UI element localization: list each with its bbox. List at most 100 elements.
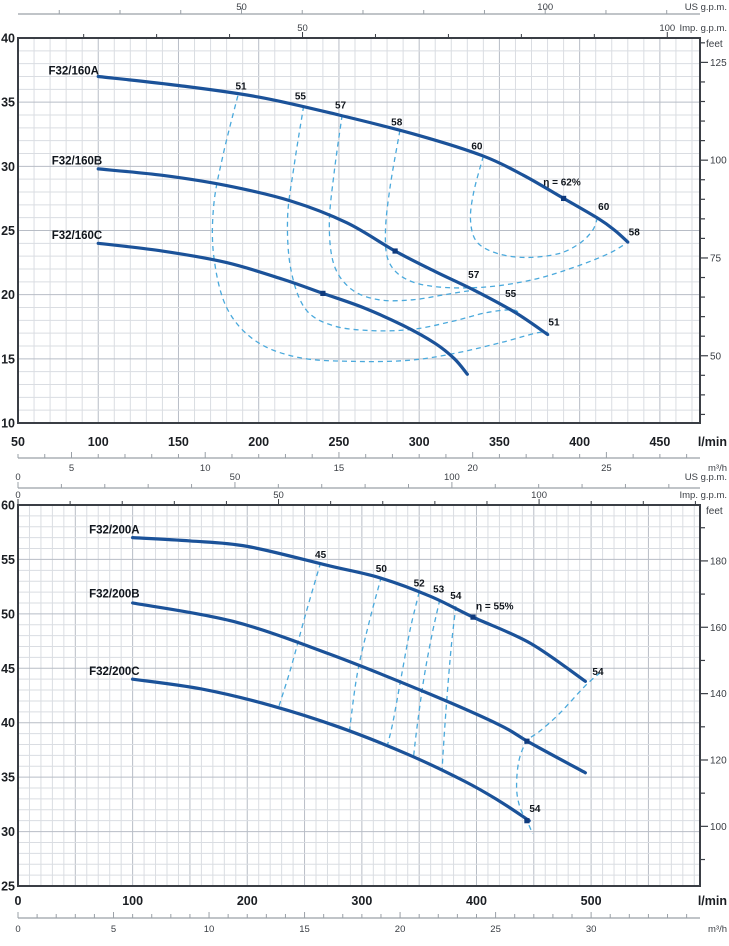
curve-label: F32/200B [89, 589, 140, 601]
efficiency-label: 57 [335, 101, 347, 112]
x-axis-unit: l/min [698, 435, 727, 449]
m3h-tick-label: 20 [467, 463, 478, 474]
efficiency-contour-52 [386, 591, 420, 747]
efficiency-label: 60 [598, 202, 610, 213]
x-tick-label: 300 [409, 435, 430, 449]
y-axis-left: 60 55 50 45 40 35 30 25 [1, 499, 15, 894]
pump-curves: F32/200A F32/200B F32/200C [89, 524, 587, 824]
y-tick-label: 30 [1, 825, 15, 839]
bep-marker-F32/200A [470, 614, 476, 620]
pump-curves: F32/160A F32/160B F32/160C [48, 66, 630, 376]
curve-F32/160A [96, 74, 630, 244]
efficiency-contour-51 [211, 95, 550, 363]
feet-axis-unit: feet [706, 506, 723, 517]
y-tick-label: 40 [1, 32, 15, 46]
m3h-tick-label: 5 [111, 924, 116, 935]
efficiency-label: 54 [529, 804, 541, 815]
bep-marker-F32/200C [524, 818, 530, 824]
imp-gpm-tick-label: 100 [531, 490, 547, 501]
x-tick-label: 100 [88, 435, 109, 449]
curve-F32/200C [131, 677, 531, 823]
us-gpm-unit: US g.p.m. [685, 2, 727, 13]
efficiency-label: 55 [295, 92, 307, 103]
imp-gpm-tick-label: 50 [273, 490, 284, 501]
m3h-axis: 5 10 15 20 25 m³/h [17, 452, 727, 474]
bep-marker-F32/160A [561, 195, 567, 202]
curve-F32/160C [96, 241, 469, 376]
feet-axis: 50 75 100 125 feet [701, 39, 727, 416]
x-tick-label: 50 [11, 435, 25, 449]
imp-gpm-tick-label: 100 [659, 23, 675, 34]
imp-gpm-unit: Imp. g.p.m. [679, 490, 727, 501]
y-tick-label: 25 [1, 880, 15, 894]
x-tick-label: 400 [569, 435, 590, 449]
us-gpm-tick-label: 100 [537, 2, 553, 13]
panel-F32-160: F32/160A F32/160B F32/160C 51 55 57 58 60 η = 62… [1, 2, 727, 474]
m3h-tick-label: 20 [395, 924, 406, 935]
plot-frame [17, 504, 701, 887]
m3h-tick-label: 30 [586, 924, 597, 935]
efficiency-label: η = 62% [543, 178, 581, 189]
m3h-tick-label: 5 [69, 463, 74, 474]
efficiency-label: 55 [505, 289, 517, 300]
efficiency-contour-58 [384, 130, 627, 289]
x-tick-label: 100 [122, 894, 143, 908]
bep-marker-F32/200B [524, 738, 530, 744]
efficiency-label: 60 [471, 142, 483, 153]
y-tick-label: 30 [1, 160, 15, 174]
efficiency-label: 52 [414, 579, 426, 590]
imp-gpm-tick-label: 50 [297, 23, 308, 34]
x-tick-label: 400 [466, 894, 487, 908]
y-tick-label: 35 [1, 771, 15, 785]
efficiency-label: 51 [548, 317, 560, 328]
efficiency-contour-54 [515, 672, 601, 835]
x-tick-label: 0 [15, 894, 22, 908]
plot-frame [17, 37, 701, 424]
y-axis-left: 40 35 30 25 20 15 10 [1, 32, 15, 431]
y-tick-label: 40 [1, 716, 15, 730]
feet-tick-label: 100 [710, 822, 727, 833]
x-tick-label: 500 [581, 894, 602, 908]
x-axis-unit: l/min [698, 894, 727, 908]
us-gpm-unit: US g.p.m. [685, 472, 727, 483]
efficiency-label: 58 [629, 228, 641, 239]
efficiency-contour-57 [328, 114, 480, 302]
efficiency-labels: 45 50 52 53 54 η = 55% 54 54 [315, 550, 604, 815]
efficiency-contour-60 [469, 155, 598, 259]
curve-label: F32/200C [89, 666, 140, 678]
m3h-unit: m³/h [708, 463, 727, 474]
y-tick-label: 25 [1, 224, 15, 238]
m3h-tick-label: 15 [299, 924, 310, 935]
feet-tick-label: 120 [710, 755, 727, 766]
x-tick-label: 150 [168, 435, 189, 449]
efficiency-label: 45 [315, 550, 327, 561]
us-gpm-tick-label: 50 [236, 2, 247, 13]
curve-label: F32/200A [89, 524, 140, 536]
m3h-unit: m³/h [708, 924, 727, 935]
imp-gpm-unit: Imp. g.p.m. [679, 23, 727, 34]
us-gpm-tick-label: 0 [15, 472, 20, 483]
efficiency-label: 50 [376, 564, 388, 575]
efficiency-label: 57 [468, 270, 480, 281]
x-tick-label: 200 [248, 435, 269, 449]
y-tick-label: 45 [1, 662, 15, 676]
efficiency-label: 58 [391, 117, 403, 128]
efficiency-contour-55 [286, 105, 523, 332]
efficiency-labels: 51 55 57 58 60 η = 62% 60 58 57 55 51 [235, 81, 640, 328]
efficiency-label: 54 [592, 667, 604, 678]
x-axis-lmin: 0 100 200 300 400 500 l/min [15, 894, 727, 908]
us-gpm-tick-label: 50 [230, 472, 241, 483]
y-tick-label: 20 [1, 288, 15, 302]
feet-tick-label: 125 [710, 58, 727, 69]
y-tick-label: 10 [1, 417, 15, 431]
feet-axis: 100 120 140 160 180 feet [701, 506, 727, 861]
m3h-tick-label: 10 [200, 463, 211, 474]
y-tick-label: 50 [1, 607, 15, 621]
efficiency-contours [211, 95, 627, 363]
efficiency-label: η = 55% [476, 602, 514, 613]
us-gpm-tick-label: 100 [444, 472, 460, 483]
x-axis-lmin: 50 100 150 200 250 300 350 400 450 l/min [11, 435, 727, 449]
x-tick-label: 250 [329, 435, 350, 449]
